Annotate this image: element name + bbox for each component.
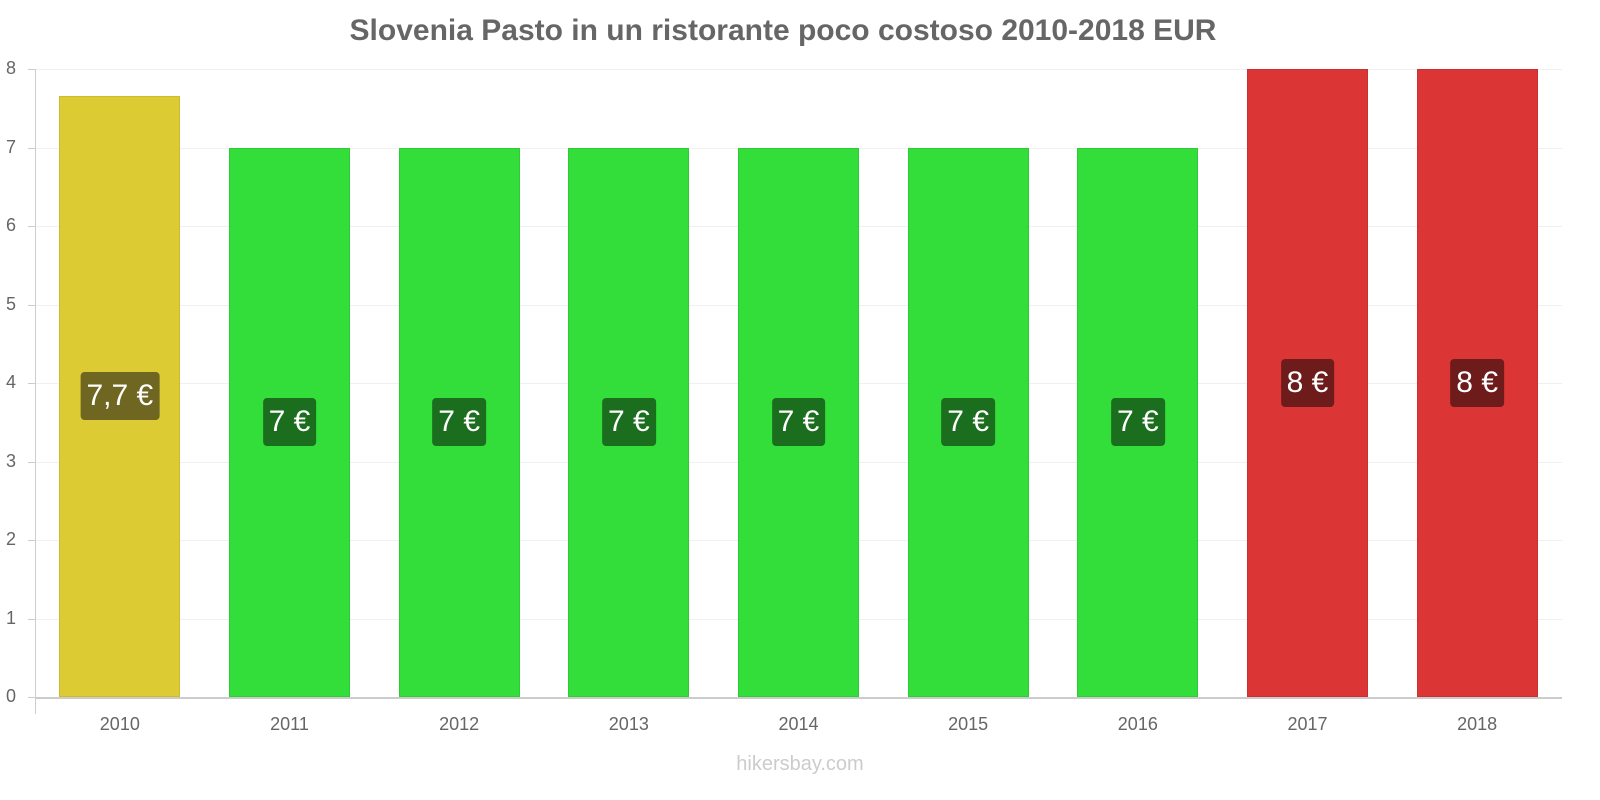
y-tick-label: 7 — [5, 136, 16, 157]
x-tick-label: 2014 — [778, 714, 819, 734]
chart-title: Slovenia Pasto in un ristorante poco cos… — [349, 14, 1217, 47]
y-tick-label: 8 — [5, 58, 16, 78]
data-label-2015: 7 € — [941, 398, 996, 447]
y-tick-mark — [28, 147, 36, 149]
y-tick-mark — [28, 383, 36, 384]
y-tick-mark — [28, 304, 36, 306]
x-tick-label: 2018 — [1457, 714, 1498, 734]
y-tick-mark — [28, 618, 36, 620]
data-label-2014: 7 € — [771, 398, 826, 447]
x-tick-label: 2013 — [608, 714, 649, 734]
y-tick-label: 6 — [5, 215, 16, 235]
y-tick-label: 2 — [5, 529, 16, 549]
y-tick-label: 0 — [5, 686, 16, 706]
y-tick-mark — [28, 461, 36, 463]
watermark: hikersbay.com — [736, 753, 864, 775]
gridline — [35, 69, 1562, 70]
x-tick-label: 2012 — [439, 714, 480, 734]
y-axis-line — [35, 69, 36, 714]
y-tick-mark — [28, 697, 36, 698]
data-label-2018: 8 € — [1450, 359, 1505, 407]
data-label-2013: 7 € — [601, 398, 656, 447]
data-label-2017: 8 € — [1280, 359, 1335, 407]
y-tick-label: 3 — [5, 450, 16, 471]
y-tick-mark — [28, 69, 36, 70]
data-label-2016: 7 € — [1110, 398, 1165, 447]
y-tick-label: 5 — [5, 293, 16, 314]
x-tick-label: 2015 — [948, 714, 989, 734]
y-tick-mark — [28, 226, 36, 227]
x-tick-label: 2017 — [1287, 714, 1328, 734]
x-axis-line — [35, 697, 1562, 699]
data-label-2012: 7 € — [432, 398, 487, 447]
y-tick-mark — [28, 540, 36, 541]
x-tick-label: 2011 — [270, 714, 309, 734]
x-tick-label: 2010 — [99, 714, 140, 734]
data-label-2010: 7,7 € — [80, 372, 160, 421]
data-label-2011: 7 € — [262, 398, 317, 447]
x-tick-label: 2016 — [1117, 714, 1158, 734]
y-tick-label: 1 — [5, 607, 16, 628]
y-tick-label: 4 — [5, 372, 16, 392]
